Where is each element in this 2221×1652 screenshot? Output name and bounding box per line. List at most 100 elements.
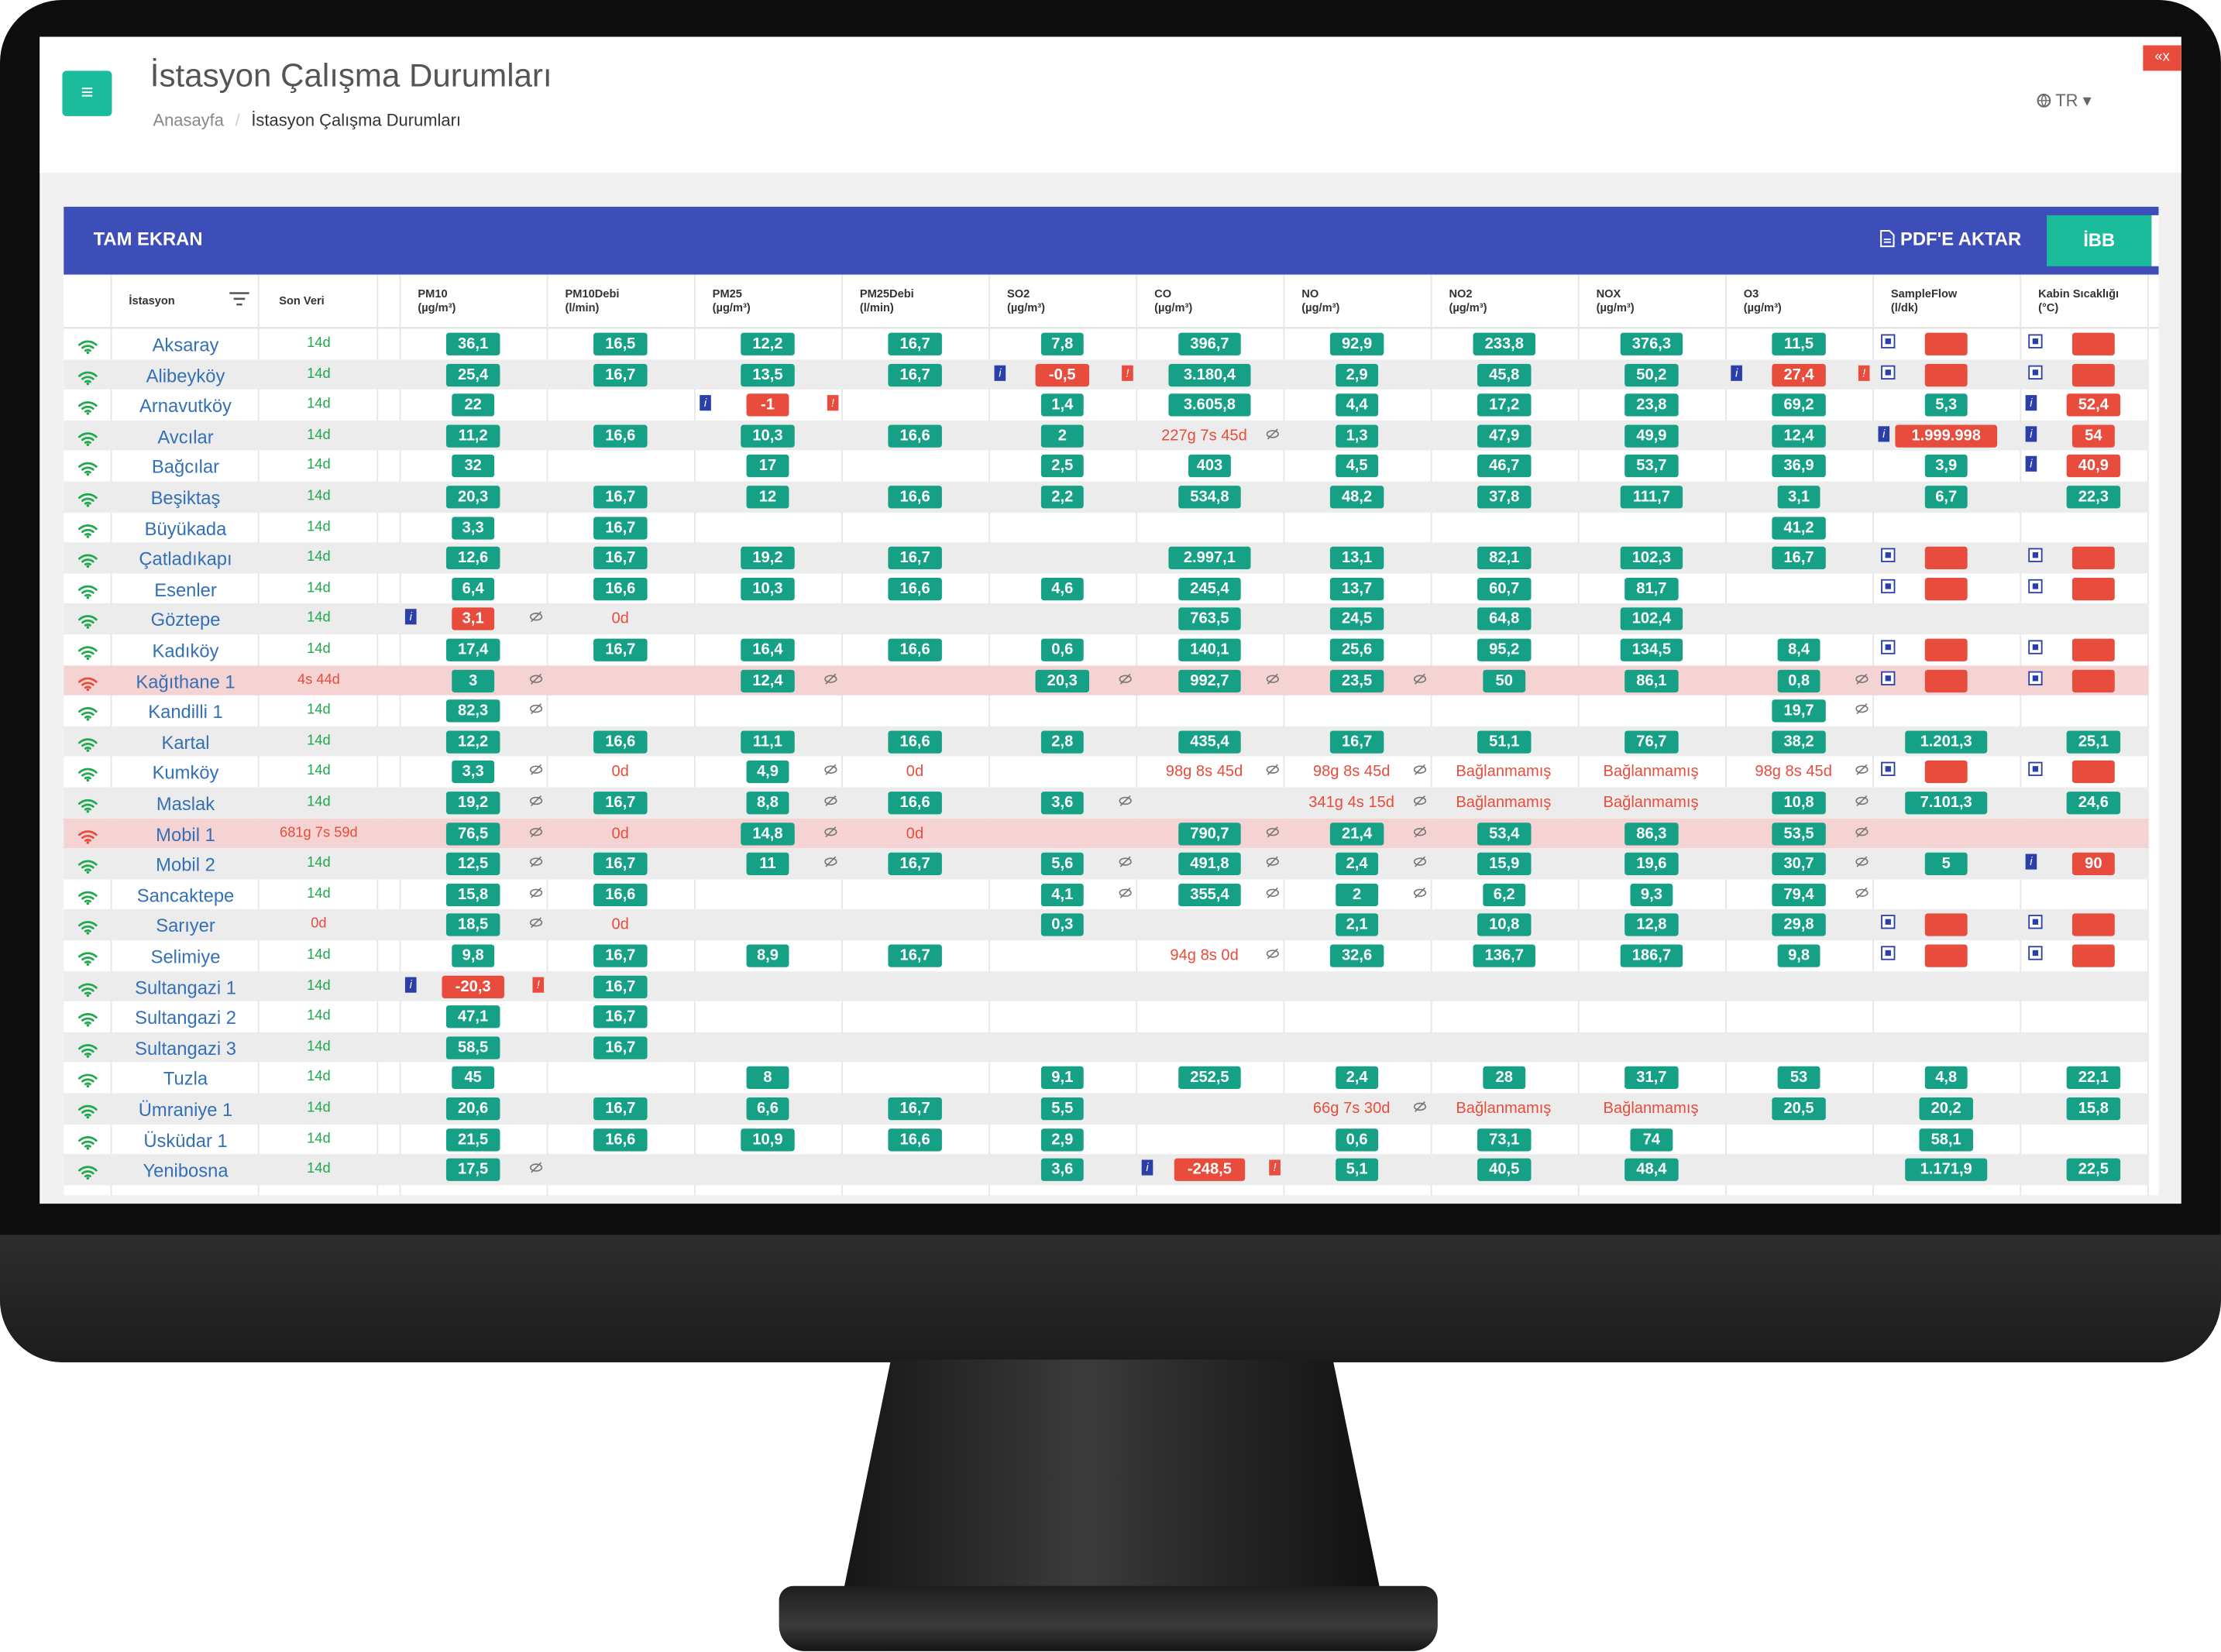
value-badge[interactable]: 4,9 [746, 761, 789, 784]
value-badge[interactable]: 16,7 [593, 853, 647, 876]
value-badge[interactable]: 22,1 [2067, 1066, 2120, 1090]
value-badge[interactable]: 3,1 [1777, 486, 1820, 509]
value-badge[interactable]: 4,8 [1924, 1066, 1968, 1090]
alarm-badge[interactable]: 3,1 [451, 608, 495, 631]
value-badge[interactable]: 3.605,8 [1168, 393, 1251, 417]
value-badge[interactable]: 17 [746, 455, 789, 478]
eye-off-icon[interactable] [529, 856, 543, 868]
column-header-pm25d[interactable]: PM25Debi (l/min) [860, 287, 914, 316]
value-badge[interactable]: 16,7 [889, 547, 942, 570]
info-icon[interactable]: i [700, 395, 711, 411]
table-row[interactable]: Bağcılar 14d 32 17 2,5 403 4,5 46,7 53,7 36,9 3,9 i… [64, 451, 2148, 481]
value-badge[interactable]: 25,1 [2067, 730, 2120, 754]
warning-icon[interactable]: ! [1858, 364, 1870, 381]
table-row[interactable]: Maslak 14d 19,2 16,7 8,8 16,6 3,6 341g 4s 15d Ba… [64, 787, 2149, 819]
value-badge[interactable]: 9,3 [1630, 883, 1673, 906]
alarm-badge[interactable] [1924, 638, 1968, 661]
value-badge[interactable]: 111,7 [1620, 486, 1683, 509]
value-badge[interactable]: 48,2 [1330, 486, 1384, 509]
value-badge[interactable]: 6,4 [451, 577, 495, 600]
value-badge[interactable]: 82,1 [1477, 547, 1531, 570]
value-badge[interactable]: 86,3 [1624, 822, 1678, 845]
value-badge[interactable]: 24,5 [1330, 608, 1384, 631]
warning-icon[interactable]: ! [827, 395, 839, 411]
value-badge[interactable]: 16,7 [593, 638, 647, 661]
eye-off-icon[interactable] [1855, 795, 1869, 807]
column-header-sf[interactable]: SampleFlow (l/dk) [1891, 287, 1957, 316]
value-badge[interactable]: 16,7 [593, 1036, 647, 1060]
value-badge[interactable]: 74 [1630, 1128, 1673, 1151]
eye-off-icon[interactable] [1413, 764, 1427, 776]
value-badge[interactable]: 396,7 [1178, 332, 1241, 355]
alarm-badge[interactable] [1924, 669, 1968, 692]
value-badge[interactable]: 992,7 [1178, 669, 1241, 692]
eye-off-icon[interactable] [1266, 856, 1279, 868]
value-badge[interactable]: 41,2 [1772, 516, 1826, 539]
value-badge[interactable]: 16,6 [593, 883, 647, 906]
value-badge[interactable]: 0,3 [1040, 914, 1085, 937]
station-name[interactable]: Kandilli 1 [148, 701, 223, 723]
eye-off-icon[interactable] [529, 917, 543, 929]
value-badge[interactable]: 24,6 [2067, 792, 2120, 815]
eye-off-icon[interactable] [1266, 764, 1279, 776]
value-badge[interactable]: 0,6 [1335, 1128, 1379, 1151]
value-badge[interactable]: 16,6 [889, 577, 942, 600]
station-name[interactable]: Maslak [156, 792, 215, 815]
settings-square-icon[interactable] [2028, 579, 2043, 593]
value-badge[interactable]: 17,2 [1477, 393, 1531, 417]
eye-off-icon[interactable] [1855, 764, 1869, 776]
eye-off-icon[interactable] [1413, 795, 1427, 807]
value-badge[interactable]: 3 [452, 669, 495, 692]
alarm-badge[interactable] [1924, 332, 1968, 355]
value-badge[interactable]: 79,4 [1772, 883, 1826, 906]
value-badge[interactable]: 6,2 [1482, 883, 1526, 906]
value-badge[interactable]: 11,5 [1772, 332, 1826, 355]
table-row[interactable]: Kumköy 14d 3,3 0d 4,9 0d 98g 8s 45d 98g 8s 45d B… [64, 757, 2148, 787]
value-badge[interactable]: 73,1 [1477, 1128, 1531, 1151]
value-badge[interactable]: 5,5 [1040, 1097, 1085, 1121]
value-badge[interactable]: 16,7 [889, 332, 942, 355]
table-row[interactable]: Mobil 1 681g 7s 59d 76,5 0d 14,8 0d 790,7 21,4 5… [64, 818, 2149, 849]
table-row[interactable]: Sultangazi 1 14d i -20,3! 16,7 [64, 970, 2149, 1002]
alarm-badge[interactable]: 52,4 [2067, 393, 2120, 417]
eye-off-icon[interactable] [529, 1162, 543, 1174]
value-badge[interactable]: 25,4 [446, 363, 500, 386]
table-row[interactable]: Kadıköy 14d 17,4 16,7 16,4 16,6 0,6 140,1 25,6 95… [64, 634, 2148, 665]
alarm-badge[interactable]: 40,9 [2067, 455, 2120, 478]
station-name[interactable]: Sultangazi 2 [135, 1007, 236, 1029]
table-row[interactable]: Avcılar 14d 11,2 16,6 10,3 16,6 2 227g 7s 45d 1,… [64, 420, 2149, 452]
eye-off-icon[interactable] [1266, 947, 1279, 960]
value-badge[interactable]: 28 [1483, 1066, 1526, 1090]
value-badge[interactable]: 45 [452, 1066, 495, 1090]
eye-off-icon[interactable] [824, 672, 837, 685]
value-badge[interactable]: 16,6 [889, 638, 942, 661]
eye-off-icon[interactable] [1266, 672, 1279, 685]
value-badge[interactable]: 16,7 [593, 792, 647, 815]
value-badge[interactable]: 18,5 [446, 914, 500, 937]
info-icon[interactable]: i [1141, 1159, 1153, 1176]
collapse-close-button[interactable]: «x [2143, 45, 2181, 71]
value-badge[interactable]: 15,8 [2067, 1097, 2120, 1121]
value-badge[interactable]: 16,7 [1772, 547, 1826, 570]
column-header-pm10[interactable]: PM10 (µg/m³) [418, 287, 456, 316]
station-name[interactable]: Sancaktepe [136, 884, 235, 906]
station-name[interactable]: Kağıthane 1 [136, 670, 236, 692]
value-badge[interactable]: 9,1 [1040, 1066, 1085, 1090]
value-badge[interactable]: 2.997,1 [1168, 547, 1251, 570]
fullscreen-button[interactable]: TAM EKRAN [93, 228, 203, 249]
eye-off-icon[interactable] [1855, 856, 1869, 868]
value-badge[interactable]: 16,7 [593, 944, 647, 967]
station-name[interactable]: Kartal [161, 731, 210, 754]
value-badge[interactable]: 47,1 [446, 1005, 500, 1029]
settings-square-icon[interactable] [2028, 670, 2043, 685]
value-badge[interactable]: 69,2 [1772, 393, 1826, 417]
station-name[interactable]: Aksaray [152, 334, 219, 355]
settings-square-icon[interactable] [2028, 640, 2043, 654]
value-badge[interactable]: 53,5 [1772, 822, 1826, 845]
value-badge[interactable]: 8,9 [746, 944, 789, 967]
value-badge[interactable]: 16,6 [593, 730, 647, 754]
value-badge[interactable]: 19,2 [446, 792, 500, 815]
value-badge[interactable]: 2,5 [1040, 455, 1085, 478]
alarm-badge[interactable] [1924, 577, 1968, 600]
settings-square-icon[interactable] [1881, 548, 1896, 563]
